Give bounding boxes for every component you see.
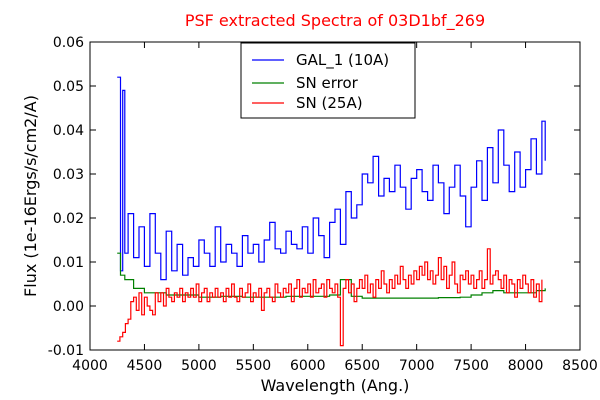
y-tick-label: 0.00 <box>53 299 84 315</box>
plot-frame <box>89 41 581 351</box>
y-axis-label: Flux (1e-16Ergs/s/cm2/A) <box>21 95 40 297</box>
legend-label-sn-error: SN error <box>296 74 359 92</box>
y-tick-label: -0.01 <box>48 343 84 359</box>
legend-label-sn: SN (25A) <box>296 94 363 112</box>
y-tick-label: 0.01 <box>53 255 84 271</box>
legend-box <box>240 42 416 119</box>
x-axis-label: Wavelength (Ang.) <box>261 376 410 395</box>
x-tick-label: 4500 <box>127 358 163 374</box>
x-tick-label: 6500 <box>344 358 380 374</box>
y-tick-label: 0.04 <box>53 123 84 139</box>
x-tick-label: 5500 <box>236 358 272 374</box>
legend: GAL_1 (10A) SN error SN (25A) <box>240 42 416 119</box>
series-line-2 <box>117 248 543 347</box>
x-tick-label: 8000 <box>508 358 544 374</box>
x-tick-label: 8500 <box>562 358 598 374</box>
series-line-1 <box>117 252 546 299</box>
x-tick-label: 6000 <box>290 358 326 374</box>
y-tick-label: 0.06 <box>53 35 84 51</box>
x-tick-label: 5000 <box>181 358 217 374</box>
chart-title: PSF extracted Spectra of 03D1bf_269 <box>185 11 485 31</box>
y-tick-label: 0.02 <box>53 211 84 227</box>
x-tick-label: 7500 <box>453 358 489 374</box>
ticks-layer: 4000 4500 5000 5500 6000 6500 7000 7500 8000 8500… <box>48 35 598 374</box>
x-tick-label: 7000 <box>399 358 435 374</box>
series-line-0 <box>117 76 546 281</box>
legend-label-gal: GAL_1 (10A) <box>296 51 389 70</box>
series-layer <box>117 76 546 347</box>
y-tick-label: 0.03 <box>53 167 84 183</box>
x-tick-label: 4000 <box>72 358 108 374</box>
y-tick-label: 0.05 <box>53 79 84 95</box>
